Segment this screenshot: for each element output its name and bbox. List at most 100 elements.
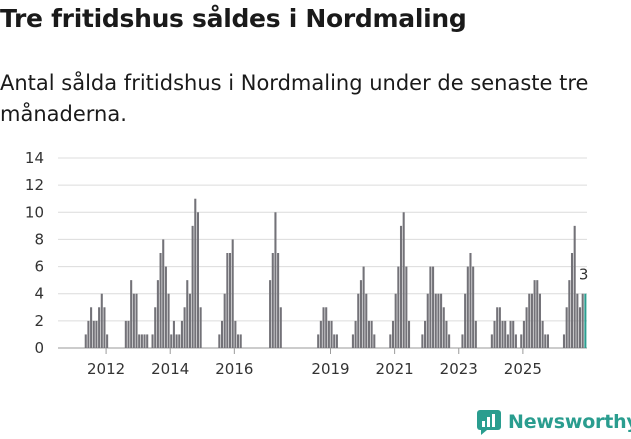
bar — [493, 320, 496, 348]
bar — [138, 334, 141, 348]
x-tick-label: 2019 — [311, 360, 349, 378]
newsworthy-logo-icon — [477, 410, 501, 435]
bar — [525, 307, 528, 348]
bar — [135, 293, 138, 348]
bar — [237, 334, 240, 348]
bar — [325, 307, 328, 348]
x-axis: 2012 2014 2016 2019 2021 2023 2025 — [87, 348, 542, 378]
bar — [533, 280, 536, 348]
bar — [405, 266, 408, 348]
bar — [333, 334, 336, 348]
x-tick-label: 2014 — [151, 360, 189, 378]
brand-name: Newsworthy — [508, 411, 631, 433]
bar — [154, 307, 157, 348]
bar — [170, 334, 173, 348]
bar — [92, 320, 95, 348]
bar — [367, 320, 370, 348]
data-labels: 3 — [579, 266, 589, 284]
newsworthy-brand[interactable]: Newsworthy — [476, 409, 631, 435]
bar — [357, 293, 360, 348]
bar — [183, 307, 186, 348]
bar — [536, 280, 539, 348]
bar — [464, 293, 467, 348]
x-tick-label: 2023 — [440, 360, 478, 378]
bar — [448, 334, 451, 348]
bar — [98, 307, 101, 348]
bar — [156, 280, 159, 348]
bar — [130, 280, 133, 348]
x-tick-label: 2025 — [504, 360, 542, 378]
bar — [429, 266, 432, 348]
bar — [167, 293, 170, 348]
bar — [228, 253, 232, 348]
bar — [568, 280, 571, 348]
bar — [389, 334, 392, 348]
bar — [234, 320, 237, 348]
bar — [188, 293, 191, 348]
bar — [399, 225, 403, 348]
y-axis: 0 2 4 6 8 10 12 14 — [25, 149, 44, 357]
bar — [509, 320, 512, 348]
bar — [159, 253, 162, 348]
bar — [544, 334, 547, 348]
bar — [90, 307, 93, 348]
bar — [520, 334, 523, 348]
bar — [95, 320, 98, 348]
bar — [426, 293, 429, 348]
bar — [461, 334, 464, 348]
bar — [194, 198, 197, 348]
bar — [528, 293, 531, 348]
bar — [151, 334, 154, 348]
bar — [199, 307, 202, 348]
bar — [106, 334, 109, 348]
bar — [87, 320, 90, 348]
bar — [220, 320, 224, 348]
bar — [172, 320, 175, 348]
bar — [279, 307, 282, 348]
bar — [365, 293, 368, 348]
bar — [186, 280, 189, 348]
bar — [522, 320, 525, 348]
y-tick-label: 6 — [34, 258, 44, 276]
bar — [164, 266, 167, 348]
y-tick-label: 0 — [34, 339, 44, 357]
bar — [84, 334, 87, 348]
bar — [226, 253, 229, 348]
bar — [362, 266, 365, 348]
bar — [191, 225, 194, 348]
bar — [327, 320, 330, 348]
y-tick-label: 2 — [34, 312, 44, 330]
data-label-latest: 3 — [579, 266, 589, 284]
bar — [466, 266, 469, 348]
bar — [512, 320, 515, 348]
bar — [178, 334, 181, 348]
bar — [196, 212, 200, 348]
bar — [140, 334, 143, 348]
bar — [530, 293, 533, 348]
x-tick-label: 2016 — [215, 360, 253, 378]
bar — [514, 334, 517, 348]
bar — [218, 334, 221, 348]
bar — [469, 253, 472, 348]
bar — [394, 293, 397, 348]
bar — [180, 320, 183, 348]
bar — [175, 334, 178, 348]
bar — [277, 253, 280, 348]
bar — [538, 293, 541, 348]
y-tick-label: 12 — [25, 176, 44, 194]
y-tick-label: 8 — [34, 230, 44, 248]
bar — [239, 334, 242, 348]
chart-subtitle: Antal sålda fritidshus i Nordmaling unde… — [0, 71, 589, 126]
y-tick-label: 4 — [34, 285, 44, 303]
bar — [496, 307, 499, 348]
bar — [501, 320, 504, 348]
bar — [434, 293, 437, 348]
bar — [578, 307, 582, 348]
bar-latest — [584, 293, 587, 348]
bar — [442, 307, 445, 348]
bar — [100, 293, 103, 348]
bar — [317, 334, 320, 348]
y-tick-label: 14 — [25, 149, 44, 167]
bar — [319, 320, 322, 348]
bar — [541, 320, 544, 348]
